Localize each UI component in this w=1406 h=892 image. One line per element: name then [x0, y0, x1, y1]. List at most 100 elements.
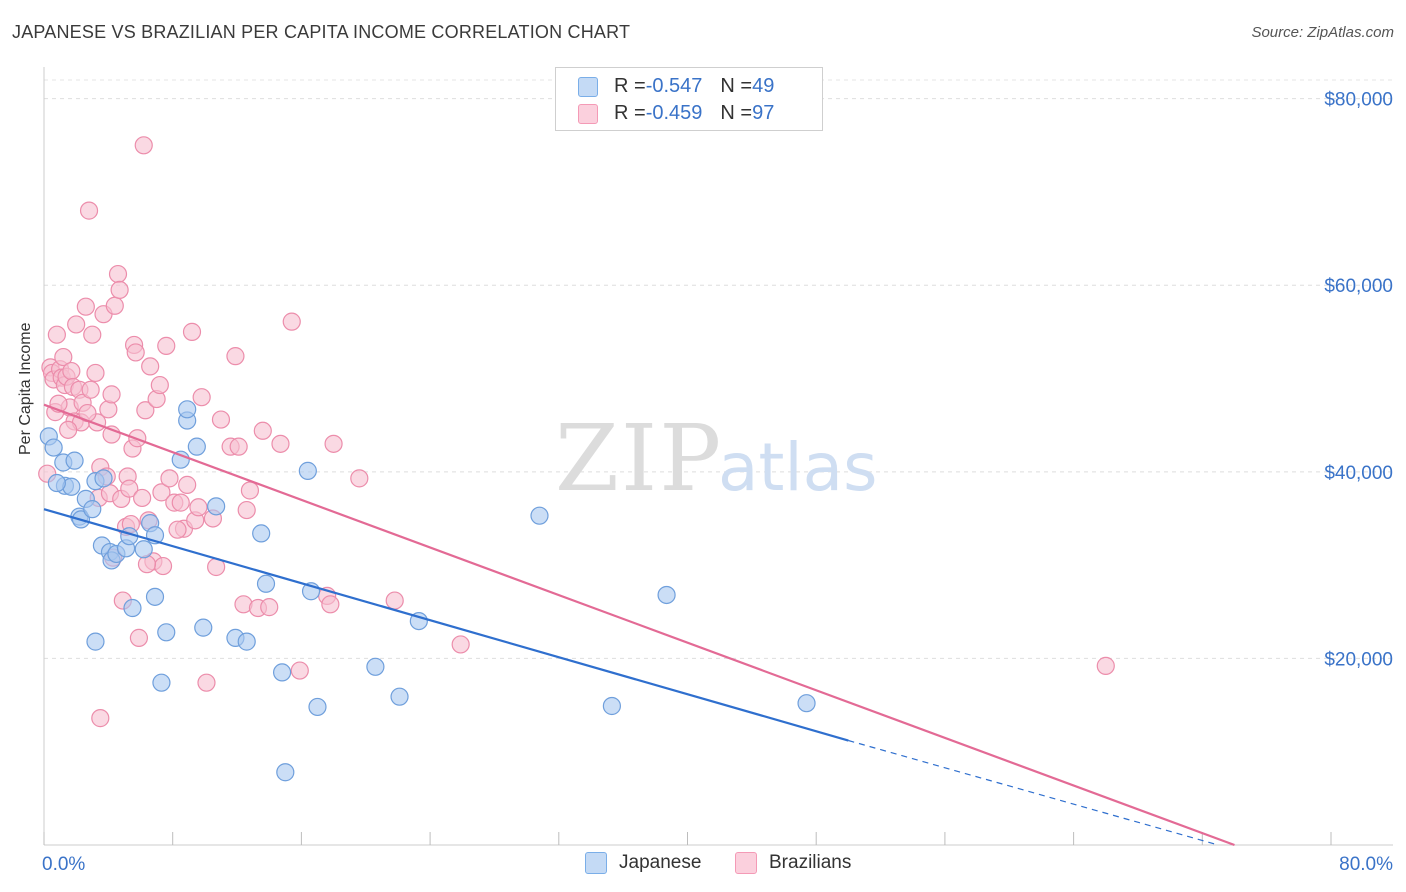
japanese-points: [39, 400, 816, 782]
x-tick-labels: 0.0% 80.0%: [42, 854, 1393, 875]
legend-r-label: R =: [614, 74, 646, 97]
japanese-point: [298, 461, 317, 480]
correlation-legend: R = -0.547 N = 49 R = -0.459 N = 97: [555, 67, 823, 131]
bottom-swatch-brazilians: [735, 852, 757, 874]
brazilians-point: [197, 673, 216, 692]
legend-row-brazilians: R = -0.459 N = 97: [578, 100, 775, 126]
brazilians-point: [54, 347, 73, 367]
japanese-point: [308, 697, 327, 717]
y-tick-label: $40,000: [1324, 463, 1393, 484]
brazilians-point: [133, 488, 152, 508]
brazilians-point: [350, 469, 369, 488]
legend-n-label: N =: [720, 101, 753, 124]
legend-r-value: -0.547: [645, 74, 703, 97]
legend-r-value: -0.459: [645, 101, 703, 124]
japanese-point: [366, 657, 385, 676]
brazilians-point: [134, 136, 153, 155]
y-tick-label: $60,000: [1324, 276, 1393, 297]
brazilians-point: [157, 336, 176, 355]
watermark-zip: ZIP: [555, 405, 723, 512]
brazilians-point: [102, 385, 121, 404]
japanese-point: [145, 587, 165, 606]
japanese-point: [194, 618, 213, 637]
brazilians-point: [260, 598, 279, 617]
brazilians-point: [290, 661, 309, 680]
legend-n-value: 49: [752, 74, 775, 97]
japanese-point: [134, 540, 153, 559]
japanese-point: [657, 585, 676, 605]
japanese-point: [276, 763, 295, 782]
brazilians-point: [150, 375, 169, 395]
japanese-point: [47, 473, 66, 493]
japanese-point: [94, 469, 113, 488]
brazilians-point: [229, 437, 248, 456]
brazilians-point: [451, 635, 470, 654]
japanese-point: [86, 632, 105, 651]
legend-swatch-japanese: [578, 77, 598, 97]
brazilians-point: [189, 498, 208, 517]
brazilians-point: [67, 315, 86, 334]
brazilians-point: [182, 322, 202, 341]
japanese-point: [797, 694, 816, 713]
japanese-trend-extension: [848, 739, 1219, 846]
brazilians-point: [211, 410, 231, 429]
bottom-legend-brazilians-label: Brazilians: [769, 852, 852, 873]
brazilians-point: [120, 479, 139, 498]
japanese-point: [530, 506, 549, 525]
y-tick-label: $80,000: [1324, 90, 1393, 111]
brazilians-point: [1096, 656, 1115, 675]
brazilians-point: [47, 325, 66, 344]
legend-row-japanese: R = -0.547 N = 49: [578, 73, 775, 99]
bottom-legend-japanese: Japanese: [585, 852, 701, 874]
japanese-point: [157, 623, 176, 642]
brazilians-point: [141, 357, 160, 376]
brazilians-point: [76, 297, 95, 316]
brazilians-point: [160, 469, 179, 488]
brazilians-point: [99, 400, 118, 419]
legend-n-label: N =: [720, 74, 753, 97]
brazilians-point: [86, 363, 105, 383]
y-tick-labels: $20,000 $40,000 $60,000 $80,000: [1324, 90, 1393, 671]
legend-swatch-brazilians: [578, 104, 598, 124]
japanese-point: [65, 451, 84, 470]
brazilians-point: [79, 201, 99, 220]
brazilians-point: [168, 520, 187, 539]
brazilians-point: [137, 555, 157, 574]
brazilians-point: [126, 343, 145, 362]
brazilians-point: [153, 556, 173, 576]
x-tick-label-max: 80.0%: [1339, 854, 1393, 875]
brazilians-point: [105, 296, 124, 315]
legend-r-label: R =: [614, 101, 646, 124]
legend-n-value: 97: [752, 101, 775, 124]
japanese-trend-line: [43, 508, 849, 742]
brazilians-trend-line: [43, 403, 1235, 847]
bottom-legend-japanese-label: Japanese: [619, 852, 702, 873]
watermark-atlas: atlas: [718, 429, 878, 506]
y-tick-label: $20,000: [1324, 649, 1393, 670]
brazilians-point: [178, 475, 197, 494]
trend-lines: [43, 403, 1235, 847]
watermark: ZIP atlas: [555, 405, 878, 512]
brazilians-point: [152, 483, 171, 502]
chart-title: JAPANESE VS BRAZILIAN PER CAPITA INCOME …: [12, 22, 631, 42]
japanese-point: [602, 696, 621, 716]
brazilians-point: [271, 434, 290, 453]
bottom-swatch-japanese: [585, 852, 607, 874]
japanese-point: [178, 400, 197, 419]
axes: [43, 67, 1393, 846]
japanese-point: [44, 438, 63, 457]
brazilians-point: [91, 709, 110, 728]
brazilians-point: [62, 361, 81, 381]
brazilians-point: [240, 481, 260, 500]
japanese-point: [252, 524, 271, 543]
brazilians-point: [136, 401, 155, 420]
brazilians-point: [282, 312, 301, 331]
japanese-point: [272, 663, 292, 682]
x-tick-label-min: 0.0%: [42, 854, 85, 875]
japanese-point: [207, 497, 226, 516]
brazilians-point: [226, 347, 245, 366]
gridlines: [44, 79, 1393, 659]
brazilians-point: [321, 595, 340, 614]
brazilians-point: [192, 388, 211, 407]
